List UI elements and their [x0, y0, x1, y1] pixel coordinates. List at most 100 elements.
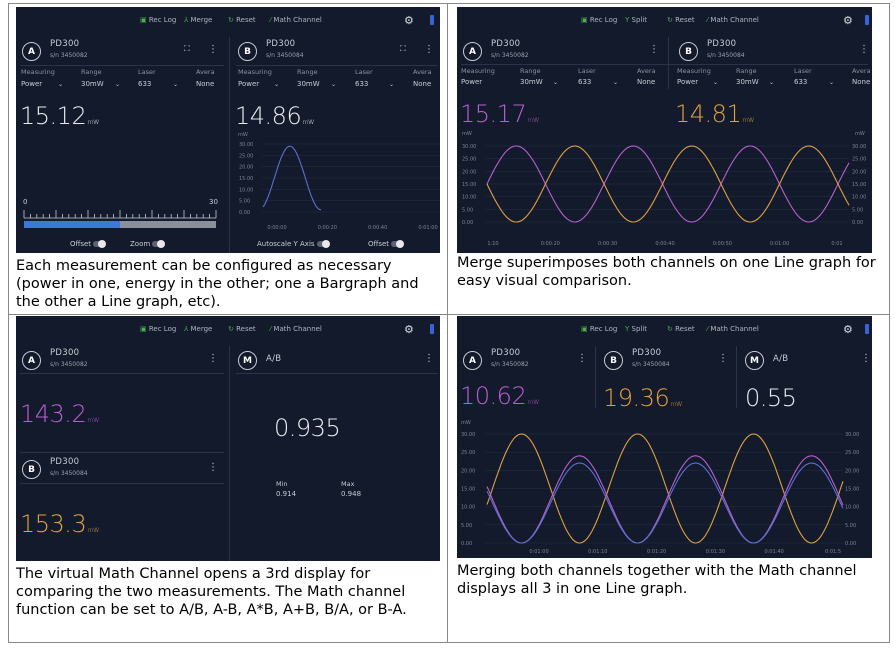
average-select[interactable]: None — [852, 78, 871, 86]
split-button[interactable]: Y Split — [625, 16, 648, 24]
y-tick-label: 10.00 — [461, 505, 475, 511]
split-icon: Y — [625, 16, 630, 24]
channel-b-badge[interactable]: B — [22, 460, 41, 479]
toggle-icon — [316, 240, 330, 248]
gear-icon[interactable]: ⚙ — [843, 14, 853, 27]
range-label: Range — [736, 67, 757, 75]
laser-select[interactable]: 633 — [578, 78, 592, 86]
channel-b-header: B PD300 s/n 3450084 ⋮ — [16, 453, 226, 487]
reset-icon: ↻ — [228, 325, 234, 333]
gear-icon[interactable]: ⚙ — [843, 323, 853, 336]
laser-select[interactable]: 633 — [794, 78, 808, 86]
y-tick-label: 15.00 — [852, 182, 866, 188]
laser-select[interactable]: 633 — [355, 80, 369, 88]
channel-a-badge[interactable]: A — [463, 42, 482, 61]
math-channel-button[interactable]: ⁄ Math Channel — [707, 16, 759, 24]
channel-b-badge[interactable]: B — [679, 42, 698, 61]
bar-max-label: 30 — [209, 198, 218, 206]
offset-toggle[interactable]: Offset — [70, 240, 107, 248]
serial-number: s/n 3450084 — [632, 361, 670, 368]
reset-button[interactable]: ↻ Reset — [228, 16, 256, 24]
reset-button[interactable]: ↻ Reset — [667, 325, 695, 333]
gear-icon[interactable]: ⚙ — [404, 323, 414, 336]
chevron-down-icon: ⌄ — [829, 79, 835, 86]
range-select[interactable]: 30mW — [736, 78, 759, 86]
y-tick-label: 5.00 — [462, 207, 473, 213]
channel-a-badge[interactable]: A — [463, 351, 482, 370]
more-icon[interactable]: ⋮ — [859, 44, 869, 55]
reset-button[interactable]: ↻ Reset — [228, 325, 256, 333]
more-icon[interactable]: ⋮ — [208, 462, 218, 473]
more-icon[interactable]: ⋮ — [861, 353, 871, 364]
channel-a-reading: 15.17mW — [460, 100, 539, 128]
max-value: 0.948 — [341, 490, 362, 498]
zoom-toggle[interactable]: Zoom — [130, 240, 166, 248]
measuring-select[interactable]: Power — [21, 80, 43, 88]
more-icon[interactable]: ⋮ — [208, 44, 218, 55]
gear-icon[interactable]: ⚙ — [404, 14, 414, 27]
series-line-a — [486, 455, 844, 544]
rec-log-button[interactable]: ▣ Rec Log — [581, 16, 618, 24]
device-name: PD300 — [632, 348, 662, 358]
merge-button[interactable]: ⅄ Merge — [184, 16, 213, 24]
y-tick-label: 10.00 — [845, 505, 859, 511]
laser-select[interactable]: 633 — [138, 80, 152, 88]
average-select[interactable]: None — [637, 78, 656, 86]
rec-log-button[interactable]: ▣ Rec Log — [140, 325, 177, 333]
autoscale-toggle[interactable]: Autoscale Y Axis — [257, 240, 330, 248]
math-channel-badge[interactable]: M — [745, 351, 764, 370]
line-graph: 30.00 30.00 25.00 25.00 20.00 20.00 15.00 15.00… — [461, 432, 859, 555]
split-button[interactable]: Y Split — [625, 325, 648, 333]
x-tick-label: 0:00:00 — [267, 225, 286, 231]
average-select[interactable]: None — [196, 80, 215, 88]
table-divider-vertical — [447, 3, 448, 643]
more-icon[interactable]: ⋮ — [649, 44, 659, 55]
reset-button[interactable]: ↻ Reset — [667, 16, 695, 24]
offset-toggle[interactable]: Offset — [368, 240, 405, 248]
more-icon[interactable]: ⋮ — [424, 44, 434, 55]
range-select[interactable]: 30mW — [81, 80, 104, 88]
channel-a-header: A PD300 s/n 3450082 ⋮ — [16, 344, 226, 378]
chevron-down-icon: ⌄ — [58, 81, 64, 88]
line-graph: 30.00 30.00 25.00 25.00 20.00 20.00 15.00 15.00… — [462, 144, 866, 247]
range-select[interactable]: 30mW — [297, 80, 320, 88]
y-tick-label: 5.00 — [239, 199, 250, 205]
channel-a-reading: 10.62mW — [460, 382, 539, 410]
measuring-select[interactable]: Power — [238, 80, 260, 88]
math-channel-button[interactable]: ⁄ Math Channel — [270, 16, 322, 24]
more-icon[interactable]: ⋮ — [208, 353, 218, 364]
device-name: PD300 — [707, 39, 737, 49]
measuring-select[interactable]: Power — [677, 78, 699, 86]
battery-icon — [430, 15, 434, 25]
channel-a-badge[interactable]: A — [22, 42, 41, 61]
math-channel-button[interactable]: ⁄ Math Channel — [707, 325, 759, 333]
channel-b-reading: 19.36mW — [603, 384, 682, 412]
channel-a-badge[interactable]: A — [22, 351, 41, 370]
x-tick-label: 0:00:20 — [318, 225, 337, 231]
more-icon[interactable]: ⋮ — [718, 353, 728, 364]
math-channel-badge[interactable]: M — [238, 351, 257, 370]
range-select[interactable]: 30mW — [520, 78, 543, 86]
y-tick-label: 25.00 — [462, 157, 476, 163]
channel-b-reading: 14.86mW — [235, 102, 314, 130]
device-name: PD300 — [491, 348, 521, 358]
average-select[interactable]: None — [413, 80, 432, 88]
merge-button[interactable]: ⅄ Merge — [184, 325, 213, 333]
channel-b-badge[interactable]: B — [604, 351, 623, 370]
rec-log-button[interactable]: ▣ Rec Log — [140, 16, 177, 24]
more-icon[interactable]: ⋮ — [424, 353, 434, 364]
expand-icon[interactable]: ⛶ — [400, 44, 406, 53]
y-tick-label: 20.00 — [239, 165, 253, 171]
y-tick-label: 0.00 — [845, 541, 856, 547]
y-tick-label: 0.00 — [462, 220, 473, 226]
expand-icon[interactable]: ⛶ — [184, 44, 190, 53]
math-channel-button[interactable]: ⁄ Math Channel — [270, 325, 322, 333]
rec-log-button[interactable]: ▣ Rec Log — [581, 325, 618, 333]
channel-b-header: B PD300 s/n 3450084 ⛶ ⋮ — [232, 35, 440, 69]
x-tick-label: 0:01:40 — [765, 549, 784, 555]
more-icon[interactable]: ⋮ — [577, 353, 587, 364]
measuring-select[interactable]: Power — [461, 78, 483, 86]
y-tick-label: 15.00 — [462, 182, 476, 188]
math-channel-reading: 0.935 — [274, 414, 341, 442]
channel-b-badge[interactable]: B — [238, 42, 257, 61]
